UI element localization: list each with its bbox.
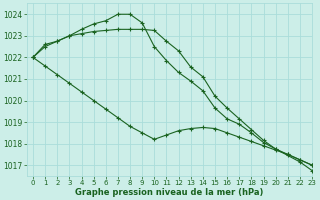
X-axis label: Graphe pression niveau de la mer (hPa): Graphe pression niveau de la mer (hPa) bbox=[75, 188, 264, 197]
